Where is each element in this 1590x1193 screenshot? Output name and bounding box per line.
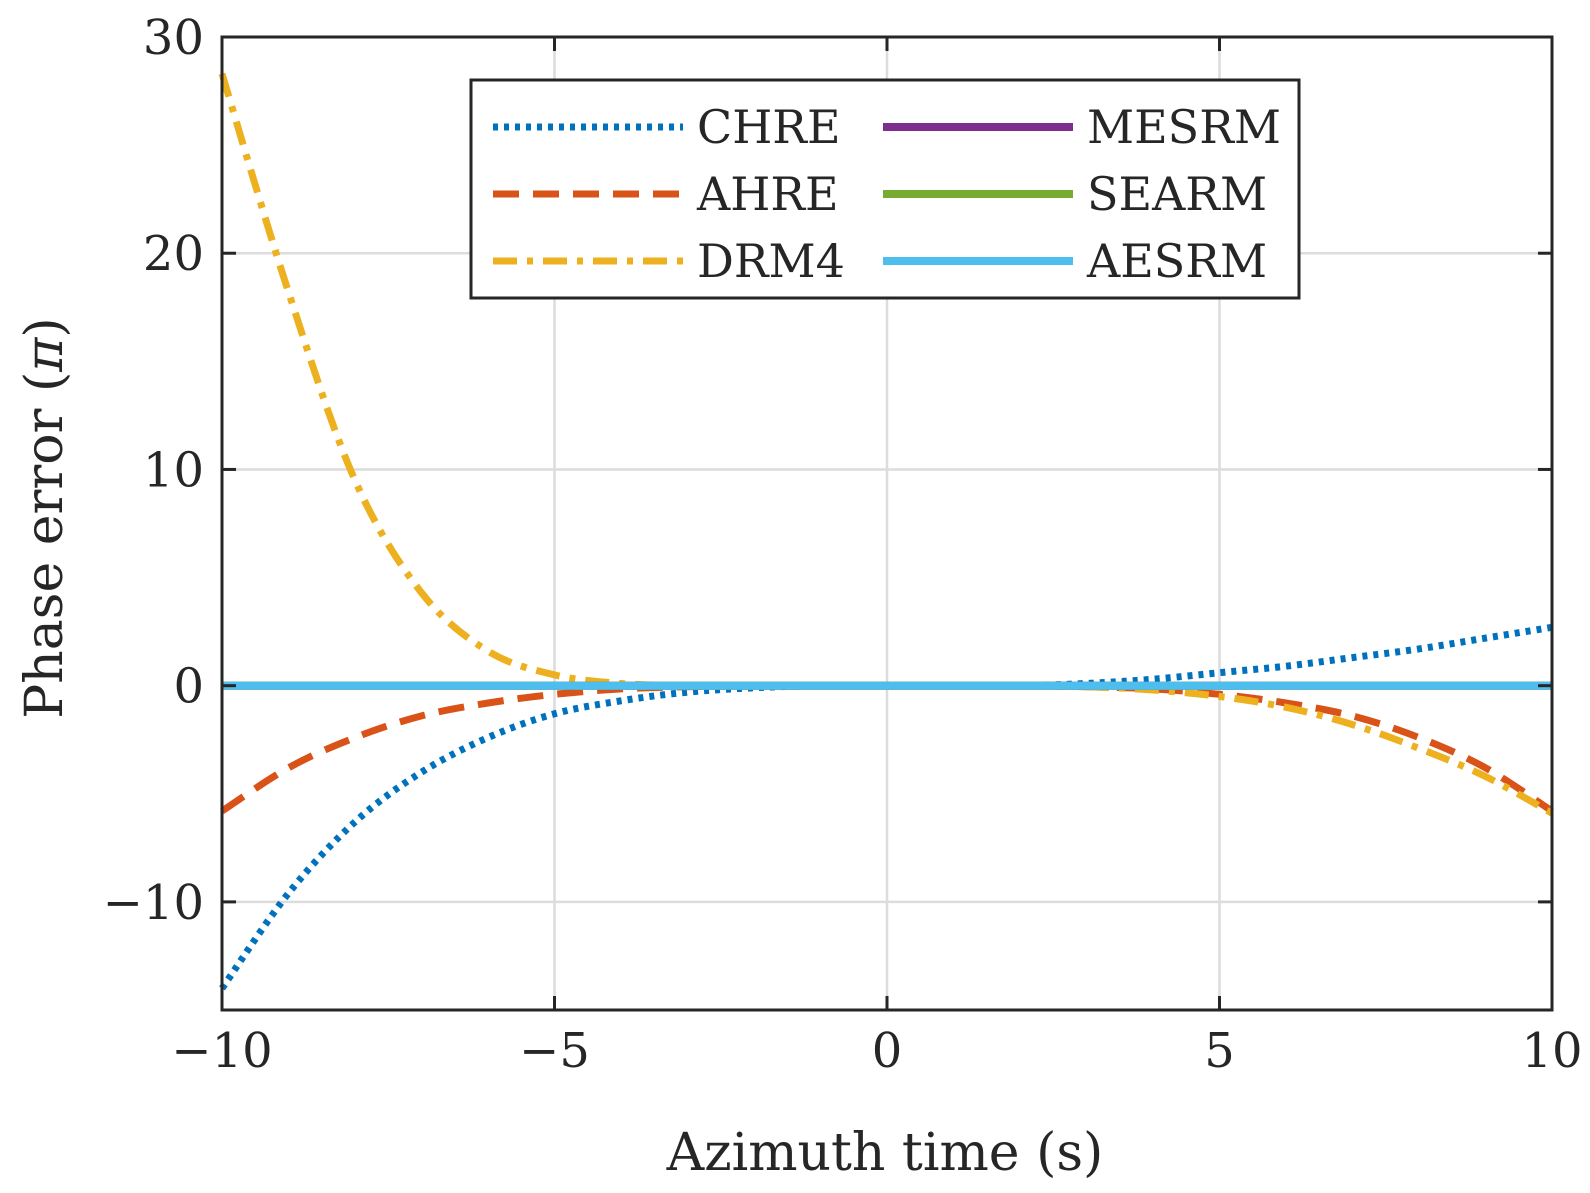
x-tick-labels: −10 −5 0 5 10 <box>171 1023 1582 1079</box>
x-tick-label: −5 <box>519 1023 590 1079</box>
x-tick-label: −10 <box>171 1023 272 1079</box>
series-line-drm4 <box>218 72 1554 817</box>
legend-label-aesrm: AESRM <box>1086 234 1267 288</box>
legend-entries: CHRE AHRE DRM4 MESRM SEARM AESRM <box>493 100 1281 288</box>
y-axis-label-close: ) <box>15 317 75 337</box>
x-axis-label: Azimuth time (s) <box>666 1123 1104 1183</box>
legend-label-ahre: AHRE <box>696 167 839 221</box>
y-axis-label-pi: π <box>15 337 75 373</box>
y-tick-label: 30 <box>143 10 204 66</box>
y-tick-label: 20 <box>143 226 204 282</box>
tick-marks <box>220 35 1554 1010</box>
y-axis-label-text: Phase error ( <box>15 372 75 719</box>
series-layer <box>218 72 1554 991</box>
y-axis-label: Phase error (π) <box>15 317 75 718</box>
legend-label-chre: CHRE <box>697 100 841 154</box>
legend: CHRE AHRE DRM4 MESRM SEARM AESRM <box>469 78 1301 300</box>
legend-label-searm: SEARM <box>1087 167 1267 221</box>
legend-label-drm4: DRM4 <box>697 234 845 288</box>
x-tick-label: 0 <box>872 1023 903 1079</box>
y-tick-label: −10 <box>103 875 204 931</box>
y-tick-labels: −10 0 10 20 30 <box>103 10 204 931</box>
legend-label-mesrm: MESRM <box>1087 100 1281 154</box>
x-tick-label: 10 <box>1521 1023 1582 1079</box>
x-tick-label: 5 <box>1204 1023 1235 1079</box>
y-tick-label: 10 <box>143 442 204 498</box>
y-tick-label: 0 <box>173 659 204 715</box>
